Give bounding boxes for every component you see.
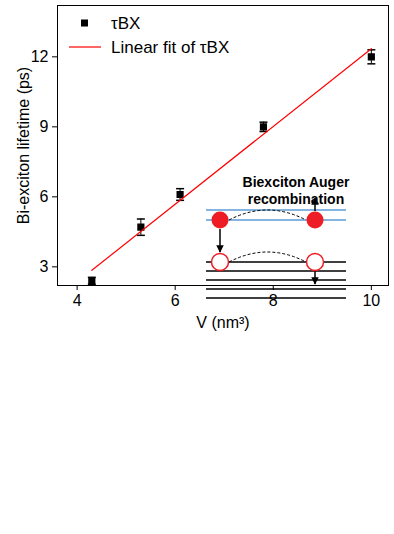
svg-text:10: 10 <box>362 292 380 309</box>
svg-text:Bi-exciton lifetime (ps): Bi-exciton lifetime (ps) <box>15 67 32 224</box>
svg-text:3: 3 <box>40 258 49 275</box>
svg-text:Linear fit of τBX: Linear fit of τBX <box>111 38 229 57</box>
svg-text:τBX: τBX <box>111 14 140 33</box>
svg-text:4: 4 <box>73 292 82 309</box>
svg-text:6: 6 <box>171 292 180 309</box>
svg-text:Biexciton Augerrecombination: Biexciton Augerrecombination <box>243 174 350 207</box>
svg-text:V (nm³): V (nm³) <box>196 314 249 331</box>
svg-text:6: 6 <box>40 188 49 205</box>
svg-text:8: 8 <box>269 292 278 309</box>
svg-text:9: 9 <box>40 118 49 135</box>
svg-text:12: 12 <box>31 48 49 65</box>
